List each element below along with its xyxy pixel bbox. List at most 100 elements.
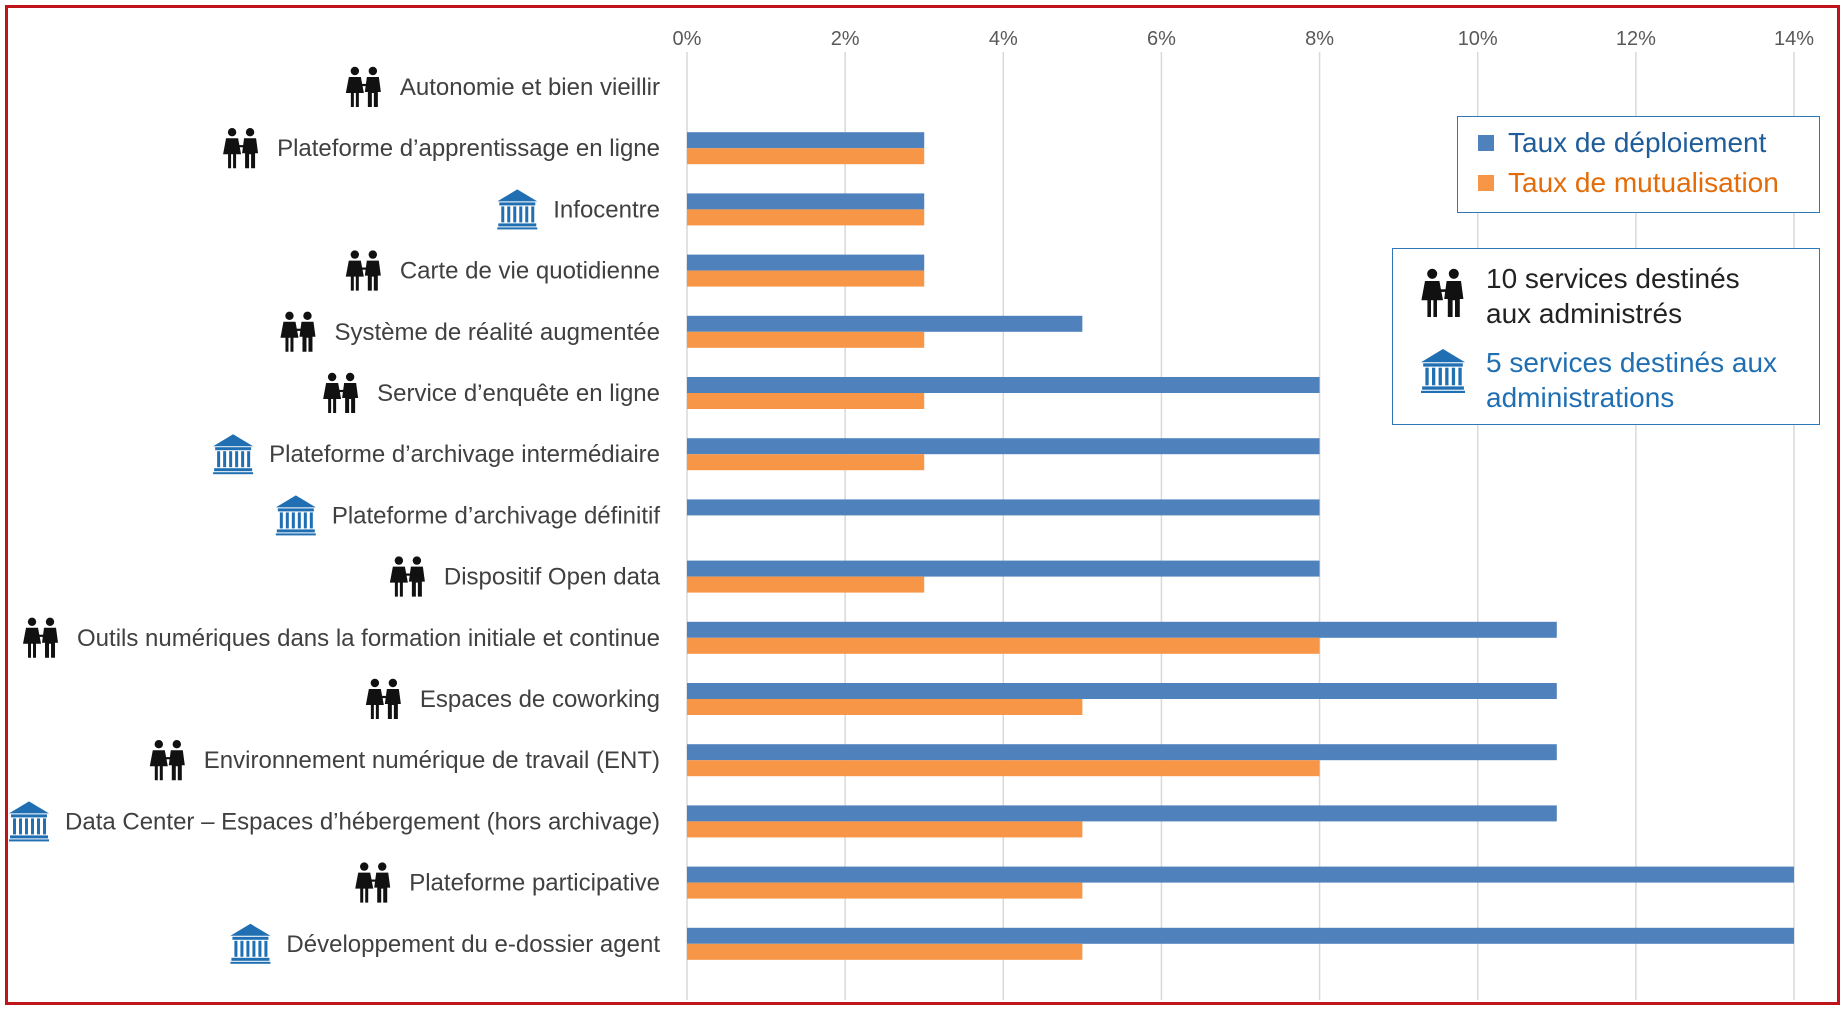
people-icon (389, 556, 425, 597)
person-body (149, 750, 168, 781)
building-roof (497, 189, 538, 202)
building-base (275, 533, 316, 536)
x-tick-label: 6% (1147, 28, 1176, 50)
category-label: Plateforme d’archivage intermédiaire (269, 441, 660, 468)
person-head (45, 617, 55, 626)
building-base (498, 223, 537, 227)
building-column (1451, 367, 1456, 386)
x-tick-label: 4% (989, 28, 1018, 50)
building-roof (230, 923, 271, 936)
series-legend: Taux de déploiement Taux de mutualisatio… (1457, 116, 1820, 213)
person-body (345, 77, 364, 107)
building-column (258, 940, 262, 957)
person-body (23, 627, 42, 658)
bar-deploiement (687, 499, 1320, 516)
building-icon (275, 495, 316, 536)
person-head (227, 128, 237, 137)
bar-deploiement (687, 744, 1557, 761)
category-label: Data Center – Espaces d’hébergement (hor… (65, 808, 660, 835)
person-head (1448, 268, 1459, 279)
legend-item-deploiement: Taux de déploiement (1478, 127, 1766, 159)
person-head (388, 678, 398, 688)
people-icon (365, 678, 401, 719)
bar-deploiement (687, 560, 1320, 577)
building-base (231, 957, 270, 961)
category-label: Système de réalité augmentée (334, 319, 660, 346)
bar-mutualisation (687, 454, 925, 471)
bar-mutualisation (687, 393, 925, 409)
category-label: Infocentre (553, 196, 660, 223)
person-head (245, 128, 255, 137)
person-body (364, 77, 381, 107)
person-body (280, 321, 299, 352)
people-icon (355, 862, 391, 903)
person-body (384, 689, 401, 719)
x-tick-label: 2% (831, 28, 860, 50)
building-column (303, 512, 307, 529)
category-label: Environnement numérique de travail (ENT) (204, 747, 660, 774)
building-base (497, 227, 538, 230)
building-column (240, 940, 244, 957)
person-body (408, 566, 425, 597)
bar-deploiement (687, 805, 1557, 822)
building-column (1445, 367, 1449, 386)
building-column (279, 512, 283, 529)
bar-mutualisation (687, 943, 1083, 960)
person-body (299, 321, 316, 352)
building-base (9, 839, 50, 842)
building-icon (9, 801, 50, 842)
bar-deploiement (687, 438, 1320, 455)
building-base (276, 529, 315, 533)
building-column (519, 206, 523, 223)
bar-deploiement (687, 683, 1557, 699)
legend-item-mutualisation: Taux de mutualisation (1478, 167, 1779, 199)
building-column (1438, 367, 1442, 386)
building-beam (232, 936, 269, 940)
building-column (234, 940, 238, 957)
category-label: Espaces de coworking (420, 686, 660, 713)
person-body (355, 872, 374, 903)
bar-mutualisation (687, 760, 1320, 777)
category-label: Plateforme d’apprentissage en ligne (277, 135, 660, 162)
bar-deploiement (687, 315, 1083, 332)
building-roof (1421, 349, 1465, 363)
person-head (303, 311, 312, 320)
bar-mutualisation (687, 699, 1083, 715)
building-roof (275, 495, 316, 508)
building-icon (230, 923, 271, 964)
building-column (247, 451, 251, 468)
person-body (223, 138, 242, 169)
x-tick-label: 0% (673, 28, 702, 50)
person-body (42, 627, 59, 658)
category-label: Service d’enquête en ligne (377, 380, 660, 407)
category-label: Autonomie et bien vieillir (400, 74, 660, 101)
people-icon (149, 740, 185, 781)
building-column (297, 512, 301, 529)
category-label: Carte de vie quotidienne (400, 258, 660, 285)
admin-services-line1: 5 services destinés aux (1486, 347, 1778, 378)
category-label: Outils numériques dans la formation init… (77, 625, 660, 652)
building-column (264, 940, 268, 957)
building-base (1421, 390, 1465, 393)
building-column (241, 451, 245, 468)
building-column (285, 512, 289, 529)
bar-mutualisation (687, 270, 925, 287)
building-column (13, 818, 17, 835)
x-tick-label: 10% (1458, 28, 1498, 50)
person-body (323, 383, 342, 413)
legend-swatch-mutualisation (1478, 175, 1494, 191)
building-column (25, 818, 29, 835)
person-body (1421, 281, 1443, 317)
building-column (513, 206, 517, 223)
person-body (364, 260, 381, 291)
person-body (389, 566, 408, 597)
person-head (378, 862, 387, 871)
people-services-line1: 10 services destinés (1486, 263, 1740, 294)
building-column (246, 940, 250, 957)
building-column (235, 451, 239, 468)
person-head (345, 372, 355, 382)
people-services-line2: aux administrés (1486, 298, 1683, 329)
building-column (252, 940, 256, 957)
bar-mutualisation (687, 148, 925, 165)
building-icon (497, 189, 538, 230)
